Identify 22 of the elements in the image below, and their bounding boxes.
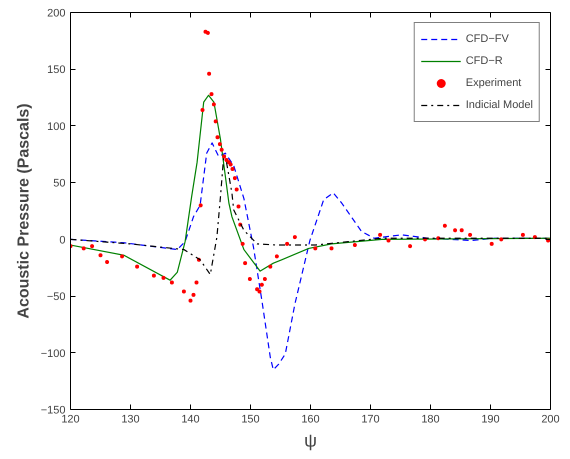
x-tick-label: 160 <box>301 414 320 426</box>
y-tick-label: 200 <box>47 8 66 20</box>
x-tick-label: 150 <box>241 414 260 426</box>
x-axis-title: ψ <box>304 430 317 450</box>
y-tick-label: −100 <box>40 348 66 360</box>
x-tick-label: 180 <box>421 414 440 426</box>
y-tick-label: 150 <box>47 64 66 76</box>
y-tick-label: −50 <box>46 291 66 304</box>
y-tick-label: 0 <box>59 234 66 246</box>
legend-label: CFD−FV <box>466 33 509 45</box>
legend-label: CFD−R <box>466 55 503 67</box>
legend-label: Indicial Model <box>466 99 533 111</box>
x-tick-label: 140 <box>181 414 200 426</box>
x-tick-label: 170 <box>361 414 380 426</box>
y-tick-label: 100 <box>47 120 66 133</box>
x-tick-label: 130 <box>121 414 140 426</box>
legend-label: Experiment <box>466 77 522 89</box>
y-axis-title: Acoustic Pressure (Pascals) <box>16 103 33 319</box>
x-tick-label: 200 <box>541 414 560 426</box>
y-tick-label: 50 <box>53 178 66 190</box>
x-tick-label: 120 <box>61 414 80 426</box>
x-tick-label: 190 <box>481 414 500 426</box>
